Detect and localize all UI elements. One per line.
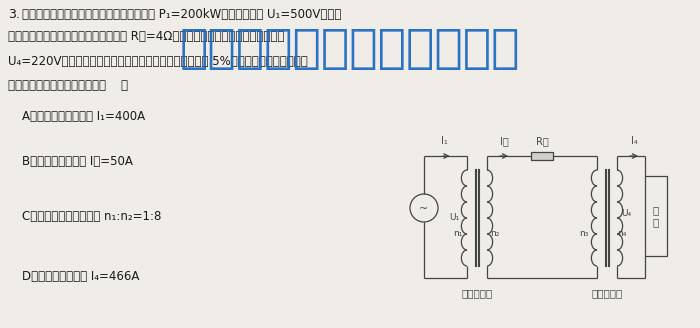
- Text: B．输电线上的电流 I线=50A: B．输电线上的电流 I线=50A: [22, 155, 133, 168]
- Text: A．发电机输出的电流 I₁=400A: A．发电机输出的电流 I₁=400A: [22, 110, 145, 123]
- Text: 压器升压后向远距输电，输电线总电阻 R线=4Ω，在用户端用降压变压器把电压降为: 压器升压后向远距输电，输电线总电阻 R线=4Ω，在用户端用降压变压器把电压降为: [8, 30, 284, 43]
- Text: n₂: n₂: [490, 229, 499, 237]
- Text: I₄: I₄: [631, 136, 638, 146]
- Text: U₁: U₁: [449, 214, 459, 222]
- Text: I线: I线: [500, 136, 508, 146]
- Text: I₁: I₁: [441, 136, 448, 146]
- Text: 降压变压器: 降压变压器: [592, 288, 622, 298]
- Text: ~: ~: [419, 204, 428, 214]
- Text: 用
户: 用 户: [653, 205, 659, 227]
- FancyBboxPatch shape: [531, 152, 553, 160]
- Text: D．用户得到的电流 I₄=466A: D．用户得到的电流 I₄=466A: [22, 270, 139, 283]
- FancyBboxPatch shape: [645, 176, 667, 256]
- Text: 3.: 3.: [8, 8, 20, 21]
- Text: U₄: U₄: [621, 209, 631, 217]
- Text: 微信公众号关注：趣找答案: 微信公众号关注：趣找答案: [180, 28, 520, 72]
- Text: U₄=220V。已知输电线上损失的功率为发电机输出功率的 5%，假设两个变压器均是理: U₄=220V。已知输电线上损失的功率为发电机输出功率的 5%，假设两个变压器均…: [8, 55, 308, 68]
- Text: C．升压变压器的匝数比 n₁:n₂=1:8: C．升压变压器的匝数比 n₁:n₂=1:8: [22, 210, 162, 223]
- Text: 升压变压器: 升压变压器: [461, 288, 493, 298]
- Text: R线: R线: [536, 136, 548, 146]
- Text: n₄: n₄: [617, 229, 626, 237]
- Text: 想变压器。下列说法错误的是（    ）: 想变压器。下列说法错误的是（ ）: [8, 79, 128, 92]
- Text: n₃: n₃: [580, 229, 589, 237]
- Text: 如图所示，某小型水电站发电机的输出功率 P₁=200kW，发电机电压 U₁=500V，经变: 如图所示，某小型水电站发电机的输出功率 P₁=200kW，发电机电压 U₁=50…: [22, 8, 342, 21]
- Text: n₁: n₁: [453, 229, 462, 237]
